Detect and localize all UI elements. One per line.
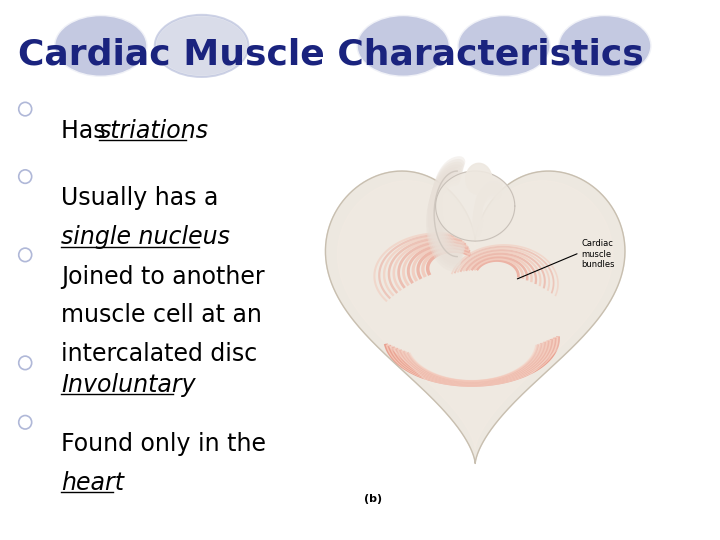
Text: intercalated disc: intercalated disc (61, 342, 258, 366)
Ellipse shape (54, 15, 148, 77)
Text: (b): (b) (364, 494, 382, 504)
Text: Usually has a: Usually has a (61, 186, 219, 210)
Ellipse shape (155, 15, 248, 77)
Text: Cardiac Muscle Characteristics: Cardiac Muscle Characteristics (18, 38, 644, 72)
Polygon shape (466, 163, 492, 194)
Text: Joined to another: Joined to another (61, 265, 265, 288)
Polygon shape (325, 171, 625, 463)
Text: heart: heart (61, 471, 125, 495)
Text: single nucleus: single nucleus (61, 225, 230, 249)
Ellipse shape (558, 15, 652, 77)
Text: Found only in the: Found only in the (61, 432, 266, 456)
Polygon shape (436, 171, 515, 241)
Ellipse shape (457, 15, 551, 77)
Ellipse shape (155, 15, 248, 77)
Text: muscle cell at an: muscle cell at an (61, 303, 262, 327)
Text: Involuntary: Involuntary (61, 373, 196, 396)
Polygon shape (338, 181, 613, 450)
Text: Has: Has (61, 119, 113, 143)
Ellipse shape (356, 15, 450, 77)
Text: striations: striations (99, 119, 209, 143)
Text: Cardiac
muscle
bundles: Cardiac muscle bundles (581, 239, 615, 269)
